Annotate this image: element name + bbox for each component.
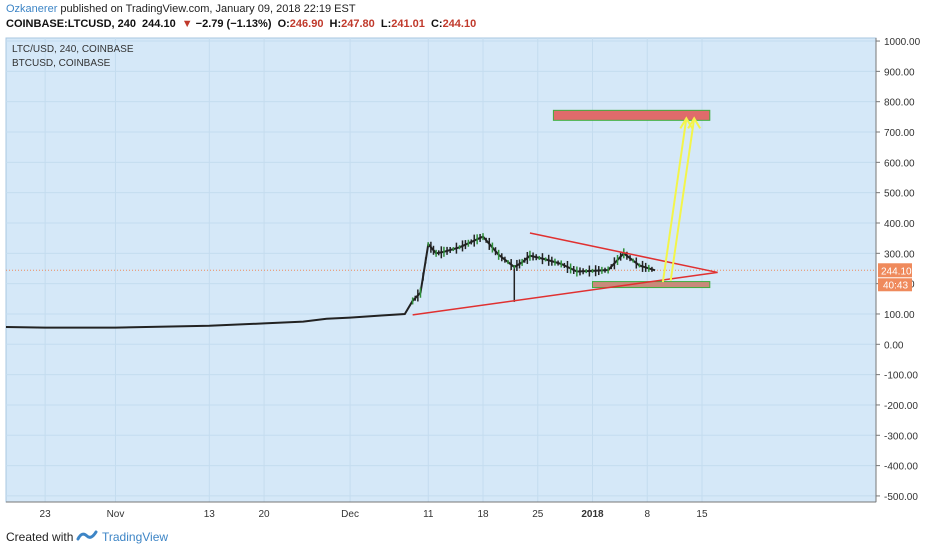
low-label: L: [380,18,392,30]
symbol-info: COINBASE:LTCUSD, 240 244.10 ▼ −2.79 (−1.1… [6,18,479,30]
publish-info: Ozkanerer published on TradingView.com, … [6,3,356,15]
y-tick-label: 0.00 [884,340,904,351]
y-tick-label: 600.00 [884,158,915,169]
x-tick-label: 23 [40,509,52,520]
y-tick-label: 500.00 [884,189,915,200]
last-price-label: 244.10 [881,266,912,277]
y-tick-label: -100.00 [884,371,918,382]
chart-header: Ozkanerer published on TradingView.com, … [0,0,932,34]
target-arrow [669,118,696,281]
y-tick-label: 400.00 [884,219,915,230]
publisher-link[interactable]: Ozkanerer [6,3,58,15]
y-tick-label: -300.00 [884,431,918,442]
tradingview-brand[interactable]: TradingView [102,530,169,544]
price-chart[interactable]: 1000.00 900.00 800.00 700.00 600.00 500.00 400… [0,34,932,522]
down-arrow-icon: ▼ [181,18,193,30]
tradingview-logo-icon[interactable] [76,528,98,544]
last-price-badge [878,263,912,278]
triangle-upper-line [529,232,718,274]
countdown-badge [878,278,912,292]
x-tick-label: 13 [204,509,216,520]
y-tick-label: 1000.00 [884,37,921,48]
y-tick-label: 300.00 [884,249,915,260]
high-value: 247.80 [341,18,375,30]
last-price: 244.10 [142,18,176,30]
high-label: H: [329,18,342,30]
x-tick-label: 11 [423,509,434,520]
legend-main: LTC/USD, 240, COINBASE [12,44,134,55]
close-label: C: [430,18,443,30]
symbol-label: COINBASE:LTCUSD, 240 [6,18,136,30]
y-tick-label: -500.00 [884,492,918,503]
x-tick-label: Nov [107,509,125,520]
y-tick-label: -200.00 [884,401,918,412]
created-with-text: Created with [6,530,74,544]
chart-area[interactable]: 1000.00 900.00 800.00 700.00 600.00 500.00 400… [0,34,932,522]
y-tick-label: 700.00 [884,128,915,139]
published-text: published on TradingView.com, January 09… [57,3,356,15]
target-zone [552,109,711,121]
x-tick-label: 25 [532,509,544,520]
countdown-label: 40:43 [883,280,908,291]
target-arrow [661,118,688,283]
y-tick-label: 100.00 [884,310,915,321]
open-value: 246.90 [289,18,324,30]
low-value: 241.01 [391,18,425,30]
legend-compare: BTCUSD, COINBASE [12,58,111,69]
target-arrow-head [687,116,702,129]
triangle-lower-line [412,271,718,316]
y-tick-label: 800.00 [884,98,915,109]
x-tick-label: 15 [696,509,708,520]
y-tick-label: -400.00 [884,462,918,473]
x-tick-label: 20 [258,509,270,520]
open-label: O: [277,18,290,30]
price-change: −2.79 (−1.13%) [195,18,272,30]
x-tick-label: 8 [644,509,650,520]
footer: Created with TradingView [0,524,932,550]
y-tick-label: 900.00 [884,67,915,78]
x-tick-label: 18 [477,509,489,520]
close-value: 244.10 [442,18,477,30]
x-tick-label: 2018 [581,509,604,520]
x-tick-label: Dec [341,509,359,520]
